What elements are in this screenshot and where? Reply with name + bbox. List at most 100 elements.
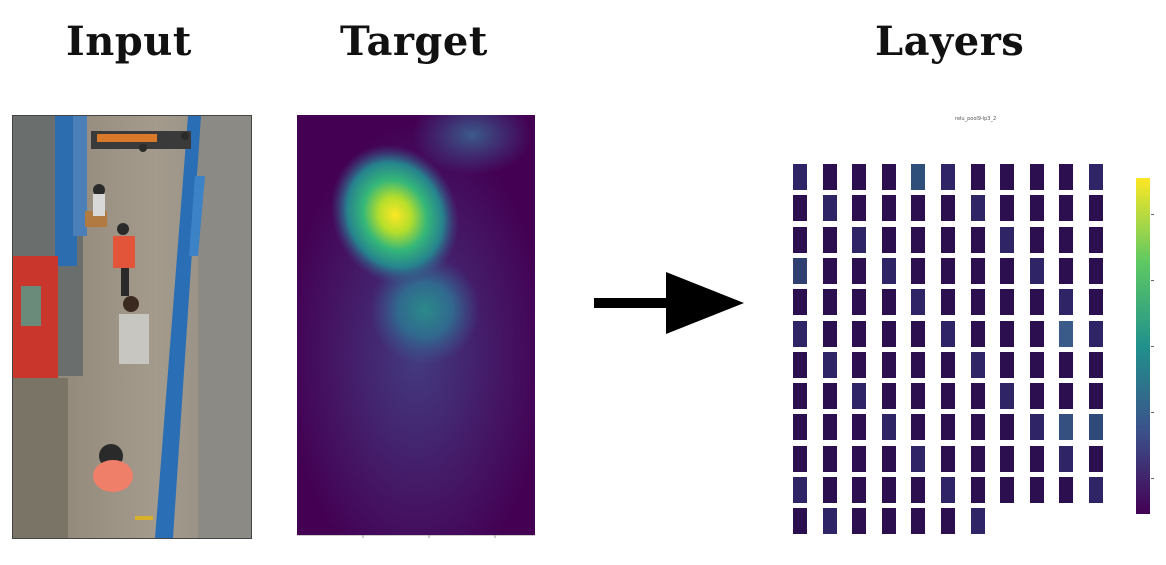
feature-map-tile [823, 258, 837, 284]
target-axis [297, 535, 535, 538]
feature-map-tile [911, 477, 925, 503]
feature-map-tile [793, 164, 807, 190]
feature-map-tile [911, 508, 925, 534]
feature-map-tile [793, 414, 807, 440]
target-heatmap [297, 115, 535, 535]
feature-map-tile [941, 164, 955, 190]
feature-map-tile [852, 508, 866, 534]
feature-map-tile [1030, 227, 1044, 253]
feature-map-tile [911, 383, 925, 409]
feature-map-tile [1059, 321, 1073, 347]
input-heading: Input [66, 18, 192, 65]
feature-map-tile [882, 258, 896, 284]
feature-map-tile [793, 508, 807, 534]
feature-map-tile [1089, 383, 1103, 409]
feature-map-tile [852, 164, 866, 190]
feature-map-tile [1059, 164, 1073, 190]
feature-map-tile [971, 321, 985, 347]
feature-map-tile [823, 164, 837, 190]
input-image [12, 115, 252, 539]
feature-map-tile [941, 227, 955, 253]
feature-map-tile [1000, 258, 1014, 284]
feature-map-tile [823, 477, 837, 503]
feature-map-tile [1000, 446, 1014, 472]
feature-map-tile [793, 383, 807, 409]
feature-map-tile [1000, 227, 1014, 253]
feature-map-tile [823, 383, 837, 409]
feature-map-tile [882, 352, 896, 378]
right-arrow-icon [594, 272, 744, 334]
feature-map-tile [852, 195, 866, 221]
feature-map-tile [1059, 289, 1073, 315]
feature-map-tile [1089, 289, 1103, 315]
feature-map-tile [941, 258, 955, 284]
feature-map-tile [793, 289, 807, 315]
feature-map-tile [1059, 227, 1073, 253]
feature-map-tile [793, 258, 807, 284]
feature-map-tile [793, 446, 807, 472]
feature-map-tile [971, 258, 985, 284]
feature-map-tile [971, 414, 985, 440]
feature-map-tile [971, 164, 985, 190]
feature-map-tile [823, 289, 837, 315]
feature-map-tile [852, 414, 866, 440]
feature-map-tile [882, 321, 896, 347]
feature-map-tile [882, 508, 896, 534]
feature-map-tile [823, 195, 837, 221]
colorbar-tick [1151, 412, 1154, 413]
feature-map-tile [1030, 446, 1044, 472]
feature-map-tile [852, 289, 866, 315]
feature-map-tile [1089, 477, 1103, 503]
feature-map-tile [911, 258, 925, 284]
feature-map-tile [1000, 477, 1014, 503]
feature-map-tile [941, 508, 955, 534]
feature-map-tile [971, 195, 985, 221]
feature-map-tile [1030, 383, 1044, 409]
colorbar-tick [1151, 478, 1154, 479]
feature-map-tile [971, 477, 985, 503]
feature-map-tile [882, 383, 896, 409]
colorbar-tick [1151, 346, 1154, 347]
feature-map-tile [793, 227, 807, 253]
feature-map-tile [823, 352, 837, 378]
feature-map-tile [1089, 446, 1103, 472]
feature-map-tile [793, 352, 807, 378]
feature-map-tile [852, 383, 866, 409]
feature-map-tile [911, 289, 925, 315]
feature-map-tile [971, 352, 985, 378]
feature-map-tile [1000, 289, 1014, 315]
feature-map-tile [911, 321, 925, 347]
colorbar-tick [1151, 214, 1154, 215]
feature-map-tile [1000, 414, 1014, 440]
feature-map-tile [852, 321, 866, 347]
layers-grid [793, 164, 1113, 536]
feature-map-tile [852, 227, 866, 253]
feature-map-tile [941, 321, 955, 347]
feature-map-tile [941, 195, 955, 221]
feature-map-tile [823, 446, 837, 472]
feature-map-tile [1059, 446, 1073, 472]
feature-map-tile [882, 414, 896, 440]
feature-map-tile [941, 289, 955, 315]
target-heading: Target [340, 18, 488, 65]
feature-map-tile [1059, 477, 1073, 503]
feature-map-tile [911, 164, 925, 190]
feature-map-tile [971, 508, 985, 534]
feature-map-tile [1089, 227, 1103, 253]
feature-map-tile [1059, 383, 1073, 409]
feature-map-tile [1030, 477, 1044, 503]
feature-map-tile [1059, 352, 1073, 378]
feature-map-tile [1089, 164, 1103, 190]
feature-map-tile [852, 258, 866, 284]
feature-map-tile [1030, 164, 1044, 190]
feature-map-tile [1000, 164, 1014, 190]
feature-map-tile [1059, 414, 1073, 440]
feature-map-tile [911, 414, 925, 440]
feature-map-tile [793, 477, 807, 503]
feature-map-tile [1030, 195, 1044, 221]
feature-map-tile [882, 195, 896, 221]
feature-map-tile [823, 227, 837, 253]
feature-map-tile [941, 383, 955, 409]
feature-map-tile [1089, 195, 1103, 221]
feature-map-tile [882, 164, 896, 190]
